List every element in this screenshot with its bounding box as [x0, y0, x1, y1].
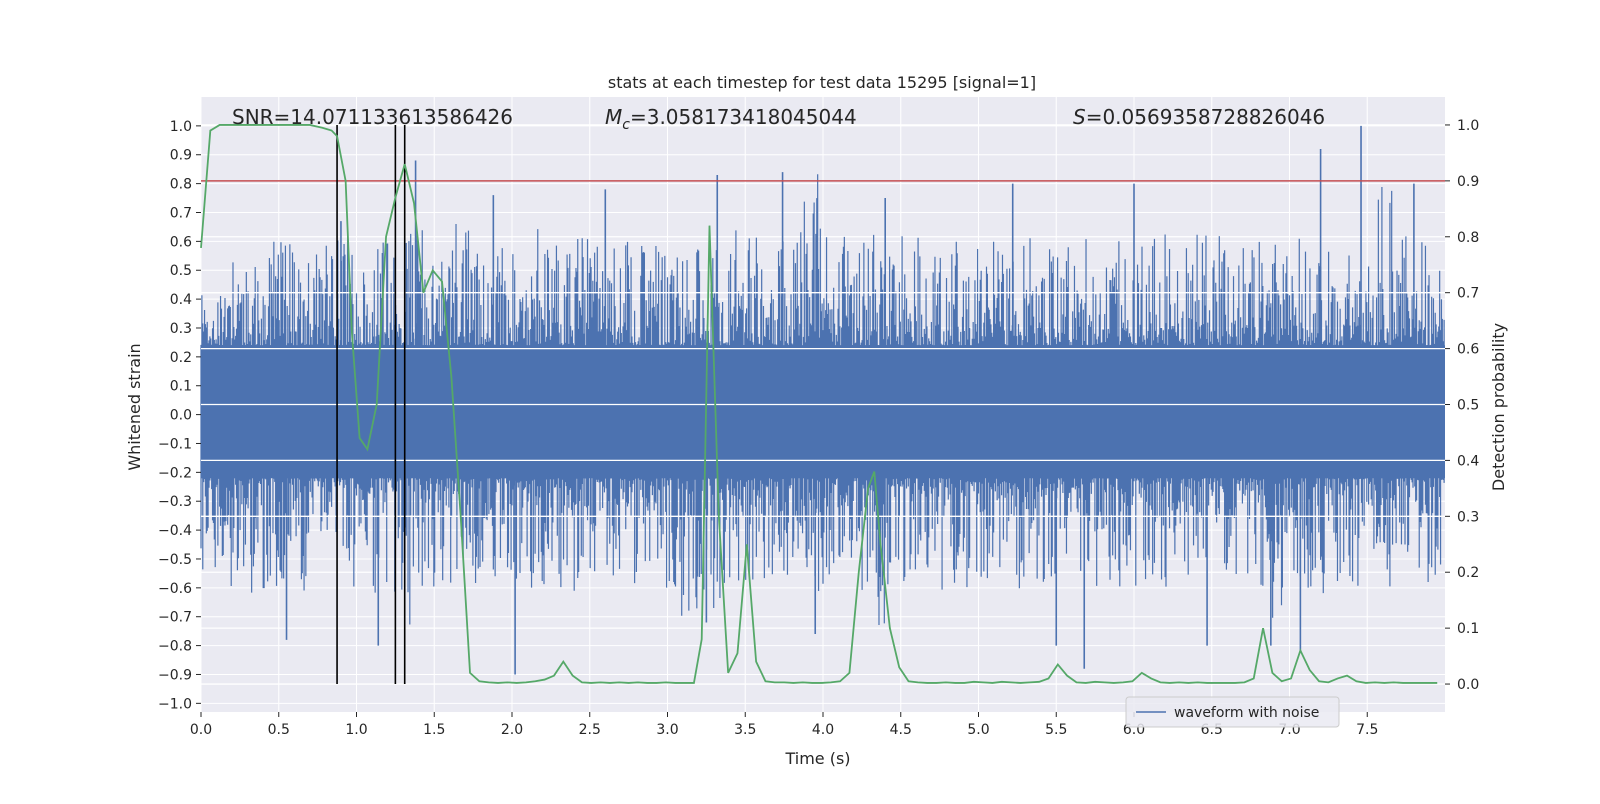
probability-series: [200, 124, 1438, 684]
y-left-tick-label: 0.0: [170, 408, 192, 424]
waveform-series: [200, 125, 1445, 675]
y-right-tick-label: 0.8: [1457, 230, 1479, 246]
x-tick-label: 0.5: [268, 722, 290, 738]
y-axis-right-label: Detection probability: [1489, 323, 1508, 491]
y-left-tick-label: 0.1: [170, 379, 192, 395]
y-left-tick-label: −0.2: [158, 465, 192, 481]
y-left-tick-label: −0.3: [158, 494, 192, 510]
y-left-tick-label: 0.7: [170, 205, 192, 221]
legend-entry-waveform: waveform with noise: [1174, 705, 1319, 721]
annotation-s-value: =0.0569358728826046: [1086, 105, 1325, 129]
annotation-s: S=0.0569358728826046: [1073, 105, 1325, 129]
y-left-tick-label: 1.0: [170, 119, 192, 135]
y-left-tick-label: 0.6: [170, 234, 192, 250]
y-left-tick-label: −0.4: [158, 523, 192, 539]
y-left-tick-label: 0.4: [170, 292, 192, 308]
y-left-tick-label: −0.9: [158, 667, 192, 683]
x-tick-label: 2.0: [501, 722, 523, 738]
annotation-mc-subscript: c: [622, 117, 630, 133]
x-tick-label: 7.5: [1356, 722, 1378, 738]
annotation-snr: SNR=14.071133613586426: [232, 105, 513, 129]
annotation-mc: Mc=3.058173418045044: [605, 105, 857, 133]
waveform-core: [201, 345, 1445, 479]
y-right-tick-label: 0.9: [1457, 174, 1479, 190]
legend-box: [1125, 696, 1340, 728]
x-axis-label: Time (s): [784, 749, 850, 768]
x-tick-label: 4.0: [812, 722, 834, 738]
x-tick-label: 1.5: [423, 722, 445, 738]
y-right-tick-label: 0.1: [1457, 621, 1479, 637]
y-left-tick-label: −0.8: [158, 639, 192, 655]
x-tick-label: 5.5: [1045, 722, 1067, 738]
x-tick-label: 1.0: [345, 722, 367, 738]
x-tick-label: 3.0: [656, 722, 678, 738]
x-tick-label: 3.5: [734, 722, 756, 738]
y-left-tick-label: −1.0: [158, 696, 192, 712]
ticks: 0.0 0.5 1.0 1.5 2.0 2.5 3.0 3.5 4.0 4.5 5.0 5.5 6.0 6…: [158, 118, 1479, 738]
y-left-tick-label: −0.6: [158, 581, 192, 597]
probability-line: [200, 124, 1438, 684]
annotation-s-symbol: S: [1073, 105, 1086, 129]
y-left-tick-label: −0.5: [158, 552, 192, 568]
x-tick-label: 2.5: [579, 722, 601, 738]
y-right-tick-label: 0.7: [1457, 286, 1479, 302]
y-left-tick-label: −0.7: [158, 610, 192, 626]
annotation-mc-symbol: M: [605, 105, 622, 129]
y-left-tick-label: 0.3: [170, 321, 192, 337]
y-right-tick-label: 0.4: [1457, 453, 1479, 469]
y-left-tick-label: 0.2: [170, 350, 192, 366]
y-left-tick-label: 0.5: [170, 263, 192, 279]
x-tick-label: 5.0: [967, 722, 989, 738]
y-left-tick-label: 0.9: [170, 148, 192, 164]
y-left-tick-label: 0.8: [170, 177, 192, 193]
y-right-tick-label: 0.2: [1457, 565, 1479, 581]
annotation-mc-value: =3.058173418045044: [630, 105, 857, 129]
chart-title: stats at each timestep for test data 152…: [608, 73, 1036, 92]
y-right-tick-label: 0.6: [1457, 342, 1479, 358]
x-tick-label: 0.0: [190, 722, 212, 738]
vertical-markers: [336, 124, 406, 685]
legend: waveform with noise: [1125, 696, 1340, 728]
y-right-tick-label: 0.0: [1457, 677, 1479, 693]
y-right-tick-label: 0.5: [1457, 398, 1479, 414]
y-right-tick-label: 0.3: [1457, 509, 1479, 525]
y-left-tick-label: −0.1: [158, 436, 192, 452]
y-axis-left-label: Whitened strain: [125, 343, 144, 470]
x-tick-label: 4.5: [890, 722, 912, 738]
y-right-tick-label: 1.0: [1457, 118, 1479, 134]
